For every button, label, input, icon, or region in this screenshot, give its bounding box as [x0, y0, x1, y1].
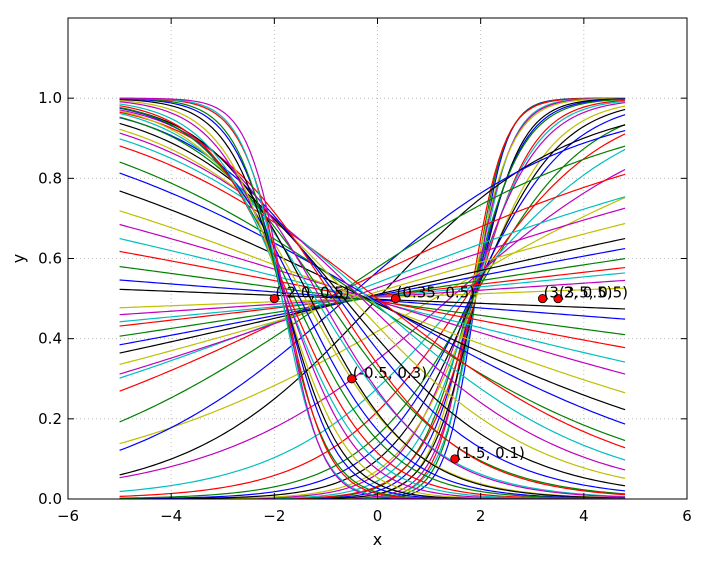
sigmoid-curve [119, 222, 626, 366]
sigmoid-curve [119, 114, 626, 499]
data-point-marker [450, 454, 460, 464]
sigmoid-curve [119, 110, 626, 499]
sigmoid-curve [119, 97, 626, 499]
sigmoid-curve [119, 196, 626, 445]
data-point-label: (0.35, 0.5) [397, 284, 476, 302]
sigmoid-curve [119, 173, 626, 392]
sigmoid-curve [119, 132, 626, 471]
data-point-label: (-2.0, 0.5) [275, 284, 349, 302]
sigmoid-curve [119, 145, 626, 423]
sigmoid-curve [119, 128, 626, 479]
sigmoid-curve [119, 237, 626, 354]
tick-layer: −6 −4 −2 0 2 4 6 0.0 0.2 0.4 0.6 0.8 1.0 [38, 18, 692, 525]
data-point-label: (-0.5, 0.3) [353, 364, 427, 382]
sigmoid-curve [119, 196, 626, 379]
sigmoid-curve [119, 161, 626, 442]
sigmoid-curve [119, 97, 626, 499]
data-point-label: (3.2, 0.5) [544, 284, 613, 302]
sigmoid-curve [119, 122, 626, 487]
y-tick-label: 1.0 [38, 89, 62, 107]
data-point-marker [537, 293, 548, 304]
data-point-marker [553, 293, 563, 304]
sigmoid-curve [119, 133, 626, 497]
sigmoid-curve [119, 145, 626, 449]
sigmoid-curve [119, 108, 626, 499]
y-tick-label: 0.2 [38, 410, 62, 428]
sigmoid-curve [119, 168, 626, 479]
x-tick-label: −2 [263, 507, 285, 525]
data-point-marker [347, 374, 357, 384]
sigmoid-curve [119, 138, 626, 461]
sigmoid-curve [119, 106, 626, 499]
sigmoid-curve [119, 109, 626, 498]
data-point-marker [390, 293, 401, 304]
y-tick-label: 0.8 [38, 169, 62, 187]
x-tick-label: 0 [373, 507, 383, 525]
y-tick-label: 0.0 [38, 490, 62, 508]
point-label-layer: (-2.0, 0.5) (0.35, 0.5) (-0.5, 0.3) (1.5, 0… [275, 284, 628, 462]
sigmoid-curve [119, 172, 626, 425]
sigmoid-curve [119, 112, 626, 498]
sigmoid-curve [119, 97, 626, 499]
sigmoid-curve [119, 116, 626, 495]
sigmoid-curve [119, 148, 626, 493]
x-tick-label: −6 [57, 507, 79, 525]
sigmoid-curve [119, 107, 626, 499]
sigmoid-curve [119, 123, 626, 499]
data-point-label: (3.5, 0.5) [559, 284, 628, 302]
x-axis-label: x [373, 530, 382, 549]
y-axis-label: y [9, 254, 28, 263]
data-point-label: (1.5, 0.1) [456, 444, 525, 462]
x-tick-label: 2 [476, 507, 486, 525]
sigmoid-curve [119, 97, 626, 499]
sigmoid-curve [119, 207, 626, 375]
y-tick-label: 0.4 [38, 330, 62, 348]
sigmoid-curve [119, 210, 626, 394]
x-tick-label: 4 [579, 507, 589, 525]
data-point-marker [269, 293, 279, 304]
sigmoid-curve [119, 97, 626, 499]
sigmoid-curve [119, 223, 626, 375]
y-tick-label: 0.6 [38, 250, 62, 268]
x-tick-label: 6 [682, 507, 692, 525]
point-layer [269, 293, 563, 464]
x-tick-label: −4 [160, 507, 182, 525]
